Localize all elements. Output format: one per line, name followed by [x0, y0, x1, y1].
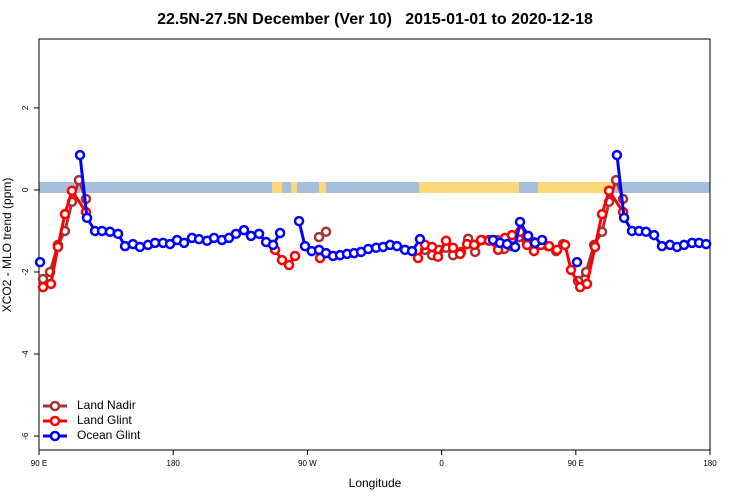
data-point — [412, 252, 424, 264]
data-point — [74, 149, 86, 161]
legend-marker — [49, 415, 61, 427]
data-point — [414, 233, 426, 245]
data-point — [274, 227, 286, 239]
data-point — [406, 245, 418, 257]
data-point — [581, 278, 593, 290]
data-point — [565, 264, 577, 276]
data-point — [245, 230, 257, 242]
y-tick-label: 2 — [21, 105, 30, 110]
data-point — [193, 233, 205, 245]
data-point — [267, 239, 279, 251]
data-point — [134, 241, 146, 253]
x-tick-label: 90 W — [298, 459, 317, 468]
data-point — [283, 259, 295, 271]
data-point — [454, 248, 466, 260]
data-point — [59, 208, 71, 220]
data-point — [276, 254, 288, 266]
land-strip — [319, 182, 326, 193]
land-strip — [419, 182, 519, 193]
land-strip — [272, 182, 282, 193]
data-point — [506, 229, 518, 241]
data-point — [391, 240, 403, 252]
data-point — [313, 231, 325, 243]
data-point — [559, 239, 571, 251]
data-point — [293, 215, 305, 227]
data-point — [656, 240, 668, 252]
legend-marker — [49, 430, 61, 442]
y-tick-label: -2 — [21, 268, 30, 276]
data-point — [611, 149, 623, 161]
data-point — [640, 226, 652, 238]
data-point — [81, 212, 93, 224]
data-point — [45, 278, 57, 290]
x-tick-label: 0 — [439, 459, 444, 468]
data-point — [149, 237, 161, 249]
data-point — [447, 242, 459, 254]
data-point — [104, 226, 116, 238]
data-point — [66, 185, 78, 197]
chart-title: 22.5N-27.5N December (Ver 10) 2015-01-01… — [157, 11, 593, 28]
data-point — [514, 216, 526, 228]
legend-label: Ocean Glint — [77, 428, 141, 442]
data-point — [678, 239, 690, 251]
y-tick-label: 0 — [21, 187, 30, 192]
x-tick-label: 90 E — [31, 459, 47, 468]
data-point — [509, 241, 521, 253]
x-axis-label: Longitude — [349, 476, 402, 490]
data-point — [112, 228, 124, 240]
data-point — [468, 239, 480, 251]
data-point — [320, 226, 332, 238]
data-point — [299, 240, 311, 252]
ocean-strip — [39, 182, 710, 193]
map-strip — [39, 182, 710, 193]
series — [34, 149, 712, 268]
data-point — [52, 241, 64, 253]
x-tick-label: 180 — [167, 459, 181, 468]
data-point — [178, 237, 190, 249]
y-tick-label: -6 — [21, 432, 30, 440]
data-point — [603, 185, 615, 197]
data-point — [230, 228, 242, 240]
data-point — [589, 241, 601, 253]
legend-label: Land Glint — [77, 413, 132, 427]
land-strip — [538, 182, 612, 193]
x-tick-label: 180 — [703, 459, 717, 468]
data-point — [34, 256, 46, 268]
data-point — [536, 234, 548, 246]
legend-marker — [49, 400, 61, 412]
data-point — [432, 251, 444, 263]
data-point — [238, 224, 250, 236]
data-point — [289, 250, 301, 262]
data-point — [543, 240, 555, 252]
data-point — [37, 273, 49, 285]
data-point — [440, 235, 452, 247]
data-point — [618, 212, 630, 224]
data-point — [521, 239, 533, 251]
data-point — [522, 230, 534, 242]
data-point — [648, 229, 660, 241]
data-point — [528, 245, 540, 257]
data-point — [551, 244, 563, 256]
y-tick-label: -4 — [21, 350, 30, 358]
data-point — [253, 228, 265, 240]
legend-label: Land Nadir — [77, 398, 136, 412]
data-point — [501, 238, 513, 250]
data-point — [596, 208, 608, 220]
land-strip — [291, 182, 297, 193]
data-point — [700, 238, 712, 250]
x-tick-label: 90 E — [568, 459, 584, 468]
y-axis-label: XCO2 - MLO trend (ppm) — [0, 178, 14, 313]
data-point — [571, 256, 583, 268]
data-point — [426, 241, 438, 253]
